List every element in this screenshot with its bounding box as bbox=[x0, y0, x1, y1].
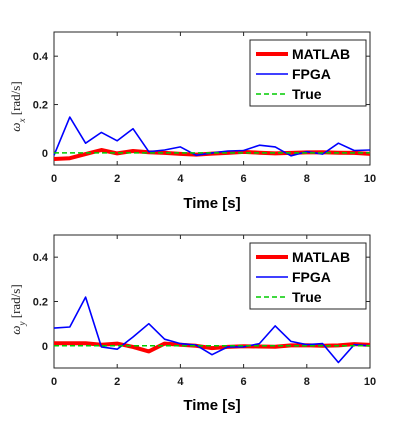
x-tick-label: 0 bbox=[51, 173, 57, 185]
legend-label-fpga: FPGA bbox=[292, 269, 331, 285]
y-tick-label: 0 bbox=[42, 341, 48, 353]
x-tick-label: 2 bbox=[114, 376, 120, 388]
x-tick-label: 0 bbox=[51, 376, 57, 388]
legend-label-matlab: MATLAB bbox=[292, 46, 350, 62]
x-tick-label: 2 bbox=[114, 173, 120, 185]
x-axis-label: Time [s] bbox=[183, 195, 240, 212]
legend-label-true: True bbox=[292, 86, 322, 102]
series-line-matlab bbox=[54, 341, 371, 354]
legend-label-matlab: MATLAB bbox=[292, 249, 350, 265]
x-tick-label: 8 bbox=[304, 173, 310, 185]
x-axis-label: Time [s] bbox=[183, 397, 240, 414]
y-tick-label: 0.2 bbox=[33, 297, 48, 309]
y-tick-label: 0 bbox=[42, 148, 48, 160]
y-tick-label: 0.2 bbox=[33, 100, 48, 112]
x-tick-label: 10 bbox=[364, 173, 376, 185]
x-tick-label: 4 bbox=[177, 173, 184, 185]
y-tick-label: 0.4 bbox=[33, 252, 49, 264]
x-tick-label: 6 bbox=[241, 173, 247, 185]
chart-panel-omega-y: 0 2 4 6 8 10 0 0.2 0.4 MATLAB FPGA True Time [s] ωy [… bbox=[8, 234, 376, 414]
x-tick-label: 10 bbox=[364, 376, 376, 388]
series-line-fpga bbox=[53, 116, 371, 157]
x-tick-label: 4 bbox=[177, 376, 184, 388]
legend-box bbox=[249, 242, 367, 310]
legend-label-true: True bbox=[292, 289, 322, 305]
legend-label-fpga: FPGA bbox=[292, 66, 331, 82]
legend-box bbox=[249, 39, 367, 107]
x-tick-label: 8 bbox=[304, 376, 310, 388]
y-axis-label: ωy [rad/s] bbox=[8, 284, 27, 334]
y-tick-label: 0.4 bbox=[33, 51, 49, 63]
chart-panel-omega-x: 0 2 4 6 8 10 0 0.2 0.4 MATLAB FPGA True Time [s] ωx [… bbox=[8, 31, 376, 212]
series-line-fpga bbox=[53, 296, 371, 364]
x-tick-label: 6 bbox=[241, 376, 247, 388]
y-axis-label: ωx [rad/s] bbox=[8, 81, 27, 131]
